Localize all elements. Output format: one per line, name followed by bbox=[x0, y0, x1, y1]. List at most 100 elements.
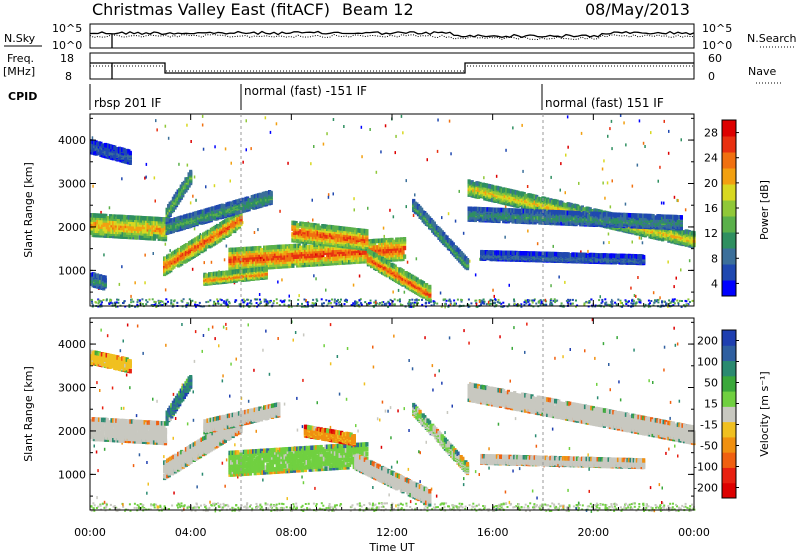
scatter-cell bbox=[525, 299, 528, 302]
noise-cell bbox=[375, 170, 378, 174]
echo-cell-3 bbox=[181, 251, 185, 257]
scatter-cell bbox=[665, 302, 668, 305]
echo-cell-4 bbox=[220, 203, 224, 209]
scatter-cell bbox=[339, 301, 342, 303]
scatter-cell bbox=[220, 299, 223, 302]
echo-cell-0 bbox=[116, 214, 120, 219]
echo-cell-3 bbox=[208, 237, 212, 242]
scatter-cell bbox=[374, 304, 377, 307]
scatter-cell bbox=[234, 299, 237, 302]
scatter-cell bbox=[90, 298, 93, 301]
noise-cell bbox=[619, 301, 622, 305]
scatter-cell bbox=[314, 302, 317, 305]
scatter-cell bbox=[387, 305, 390, 308]
scatter-cell bbox=[312, 298, 315, 301]
echo-cell-0 bbox=[130, 215, 135, 220]
scatter-cell bbox=[205, 301, 208, 304]
noise-cell bbox=[190, 140, 192, 143]
scatter-cell bbox=[476, 305, 479, 308]
scatter-cell bbox=[354, 301, 357, 304]
noise-cell bbox=[611, 298, 613, 302]
noise-cell bbox=[383, 234, 385, 238]
nave-tick-top: 60 bbox=[708, 52, 722, 65]
noise-cell bbox=[275, 122, 278, 126]
scatter-cell bbox=[281, 301, 284, 304]
scatter-cell bbox=[445, 299, 448, 302]
scatter-cell bbox=[672, 301, 675, 303]
scatter-cell bbox=[647, 303, 650, 306]
scatter-cell bbox=[91, 302, 94, 305]
scatter-cell bbox=[453, 299, 456, 302]
echo-cell-4 bbox=[179, 215, 183, 220]
noise-cell bbox=[607, 134, 609, 138]
scatter-cell bbox=[604, 303, 607, 306]
scatter-cell bbox=[357, 303, 360, 306]
noise-cell bbox=[312, 218, 314, 222]
scatter-cell bbox=[185, 306, 188, 308]
cpid-mode-0: rbsp 201 IF bbox=[94, 96, 161, 110]
echo-cell-3 bbox=[202, 237, 206, 243]
scatter-cell bbox=[588, 301, 591, 304]
noise-cell bbox=[210, 260, 213, 264]
scatter-cell bbox=[387, 300, 390, 303]
noise-cell bbox=[195, 198, 197, 202]
noise-cell bbox=[279, 209, 281, 213]
scatter-cell bbox=[669, 301, 672, 304]
scatter-cell bbox=[659, 305, 662, 308]
scatter-cell bbox=[501, 306, 504, 308]
scatter-cell bbox=[128, 303, 131, 306]
scatter-cell bbox=[539, 304, 542, 307]
scatter-cell bbox=[414, 299, 417, 301]
scatter-cell bbox=[117, 301, 120, 304]
freq-trace bbox=[90, 62, 694, 74]
echo-cell-6 bbox=[359, 257, 363, 262]
scatter-cell bbox=[479, 300, 482, 303]
echo-cell-2 bbox=[96, 273, 100, 278]
scatter-cell bbox=[139, 301, 142, 304]
scatter-cell bbox=[314, 304, 317, 307]
noise-cell bbox=[245, 148, 247, 152]
scatter-cell bbox=[611, 303, 614, 306]
echo-cell-1 bbox=[97, 141, 101, 146]
scatter-cell bbox=[408, 301, 411, 303]
scatter-cell bbox=[358, 305, 361, 308]
noise-cell bbox=[92, 184, 94, 188]
scatter-cell bbox=[639, 301, 642, 304]
scatter-cell bbox=[430, 304, 433, 307]
scatter-cell bbox=[165, 298, 168, 301]
scatter-cell bbox=[571, 302, 574, 305]
noise-cell bbox=[483, 176, 485, 180]
noise-cell bbox=[684, 208, 687, 212]
scatter-cell bbox=[569, 302, 572, 305]
scatter-cell bbox=[109, 300, 111, 302]
scatter-cell bbox=[442, 298, 445, 301]
scatter-cell bbox=[311, 305, 314, 308]
scatter-cell bbox=[115, 301, 118, 304]
scatter-cell bbox=[583, 302, 586, 305]
freq-tick-bottom: 8 bbox=[65, 70, 72, 83]
scatter-cell bbox=[525, 300, 528, 303]
scatter-cell bbox=[525, 302, 528, 305]
scatter-cell bbox=[624, 299, 627, 302]
scatter-cell bbox=[543, 303, 546, 306]
scatter-cell bbox=[482, 302, 485, 305]
scatter-cell bbox=[191, 299, 194, 302]
scatter-cell bbox=[115, 305, 117, 308]
scatter-cell bbox=[327, 302, 330, 305]
scatter-cell bbox=[102, 299, 105, 301]
noise-cell bbox=[676, 198, 678, 202]
echo-cell-0 bbox=[116, 225, 120, 230]
scatter-cell bbox=[141, 298, 144, 301]
scatter-cell bbox=[519, 304, 522, 307]
scatter-cell bbox=[421, 303, 424, 306]
scatter-cell bbox=[138, 299, 141, 302]
scatter-cell bbox=[538, 299, 541, 302]
echo-cell-3 bbox=[220, 221, 224, 226]
noise-cell bbox=[360, 125, 363, 129]
noise-cell bbox=[644, 145, 646, 148]
noise-cell bbox=[144, 176, 146, 180]
noise-cell bbox=[680, 138, 682, 142]
scatter-cell bbox=[604, 298, 607, 301]
noise-cell bbox=[521, 123, 523, 127]
scatter-cell bbox=[373, 301, 376, 304]
